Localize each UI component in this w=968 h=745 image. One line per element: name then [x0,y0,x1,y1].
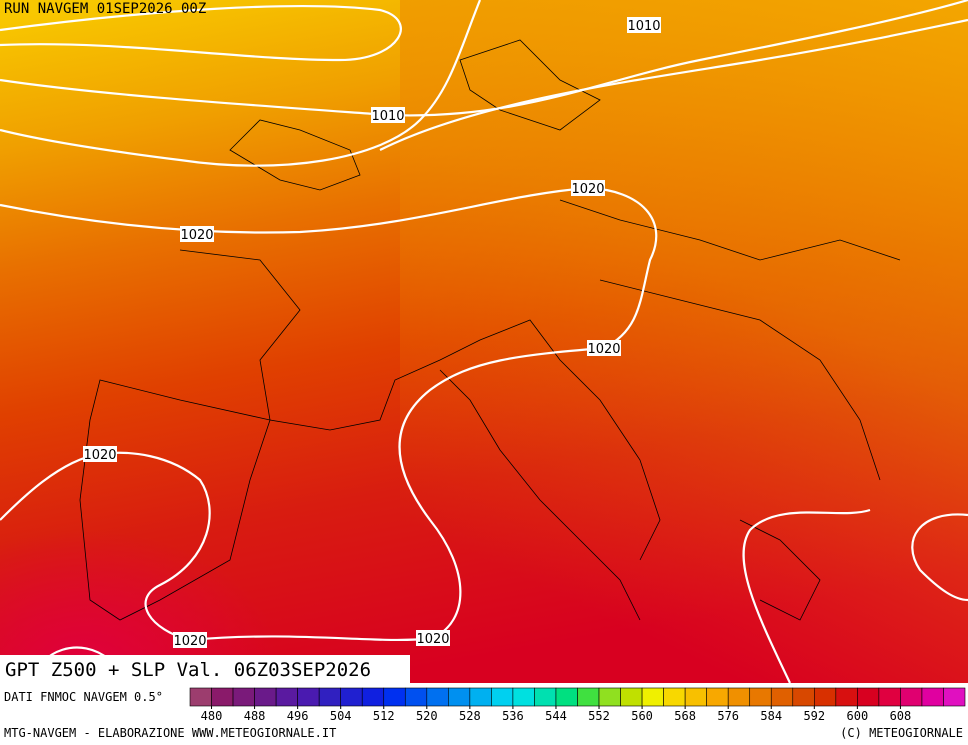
colorbar-tick-label: 600 [847,709,869,723]
colorbar-swatch [534,687,557,707]
field-southwest [0,300,560,683]
colorbar-tick-label: 528 [459,709,481,723]
colorbar-swatch [448,687,471,707]
colorbar-swatch [835,687,858,707]
colorbar-swatch [211,687,234,707]
isobars [0,0,968,683]
run-info: RUN NAVGEM 01SEP2026 00Z [4,1,206,17]
colorbar-tick-label: 504 [330,709,352,723]
colorbar-swatch [426,687,449,707]
colorbar-tick-label: 552 [588,709,610,723]
colorbar-tick-label: 496 [287,709,309,723]
colorbar-tick-label: 568 [674,709,696,723]
isobar-label: 1010 [371,109,404,124]
isobar-label-bg [371,107,405,123]
colorbar-swatch [620,687,643,707]
colorbar-swatch [900,687,923,707]
coastline [179,249,661,561]
coastline [459,39,601,131]
colorbar-tick-label: 576 [717,709,739,723]
map-title: GPT Z500 + SLP Val. 06Z03SEP2026 [5,659,371,681]
isobar-label-bg [627,17,661,33]
isobar-label-bg [416,630,450,646]
isobar [0,186,658,349]
colorbar-swatch [469,687,492,707]
isobar [0,0,968,117]
colorbar-tick-label: 480 [201,709,223,723]
map-area: 1010 1010 1020 1020 1020 1020 1020 1020 RUN NAV… [0,0,968,684]
isobar-label-bg [180,226,214,242]
colorbar-swatch [577,687,600,707]
isobar-label: 1020 [83,448,116,463]
coastline [739,519,821,621]
isobar-label-bg [83,446,117,462]
colorbar-swatch [814,687,837,707]
isobar [379,18,968,151]
isobar-label: 1010 [627,19,660,34]
colorbar-label: DATI FNMOC NAVGEM 0.5° [4,690,163,704]
coastline [229,119,361,191]
isobar [911,513,968,602]
isobar [0,346,605,642]
colorbar-swatch [749,687,772,707]
colorbar-swatch [232,687,255,707]
colorbar-swatch [491,687,514,707]
isobar-label: 1020 [416,632,449,647]
colorbar-swatch [943,687,966,707]
colorbar-swatch [706,687,729,707]
colorbar-swatch [189,687,212,707]
colorbar-swatch [275,687,298,707]
colorbar-swatch [340,687,363,707]
colorbar-tick-label: 488 [244,709,266,723]
colorbar-swatch [641,687,664,707]
title-box [0,655,410,683]
border [559,199,901,261]
colorbar-swatch [727,687,751,707]
colorbar-swatch [921,687,944,707]
colorbar-swatch [684,687,707,707]
border [599,279,881,481]
colorbar-swatch [770,687,794,707]
isobar-label: 1020 [180,228,213,243]
colorbar-swatch [404,687,428,707]
colorbar-swatch [792,687,815,707]
colorbar-swatch [598,687,621,707]
coastline [439,369,641,621]
isobar [0,4,402,62]
colorbar-tick-label: 536 [502,709,524,723]
colorbar-swatch [361,687,385,707]
colorbar-swatch [857,687,880,707]
colorbar-swatch [297,687,320,707]
isobar [0,0,482,167]
footer-left: MTG-NAVGEM - ELABORAZIONE WWW.METEOGIORN… [4,726,336,740]
coastlines [79,39,901,621]
footer-right: (C) METEOGIORNALE [840,726,963,740]
isobar [742,508,871,684]
coastline [79,379,271,621]
colorbar-swatch [555,687,578,707]
isobar-labels: 1010 1010 1020 1020 1020 1020 1020 1020 [83,17,661,649]
colorbar-tick-label: 520 [416,709,438,723]
colorbar-tick-label: 584 [760,709,782,723]
colorbar-swatch [663,687,686,707]
colorbar-swatch [512,687,535,707]
colorbar-swatch [383,687,406,707]
colorbar-tick-label: 544 [545,709,567,723]
colorbar-swatch [318,687,341,707]
colorbar-tick-label: 512 [373,709,395,723]
colorbar-swatch [254,687,277,707]
colorbar-swatch [878,687,901,707]
isobar-label: 1020 [587,342,620,357]
colorbar-tick-label: 560 [631,709,653,723]
colorbar-tick-label: 608 [890,709,912,723]
colorbar: 480 488 496 504 512 520 528 536 544 552 560 568 576 5… [189,687,966,723]
isobar-label-bg [173,632,207,648]
colorbar-tick-label: 592 [803,709,825,723]
isobar-label: 1020 [571,182,604,197]
isobar-label-bg [587,340,621,356]
isobar-label-bg [571,180,605,196]
isobar-label: 1020 [173,634,206,649]
